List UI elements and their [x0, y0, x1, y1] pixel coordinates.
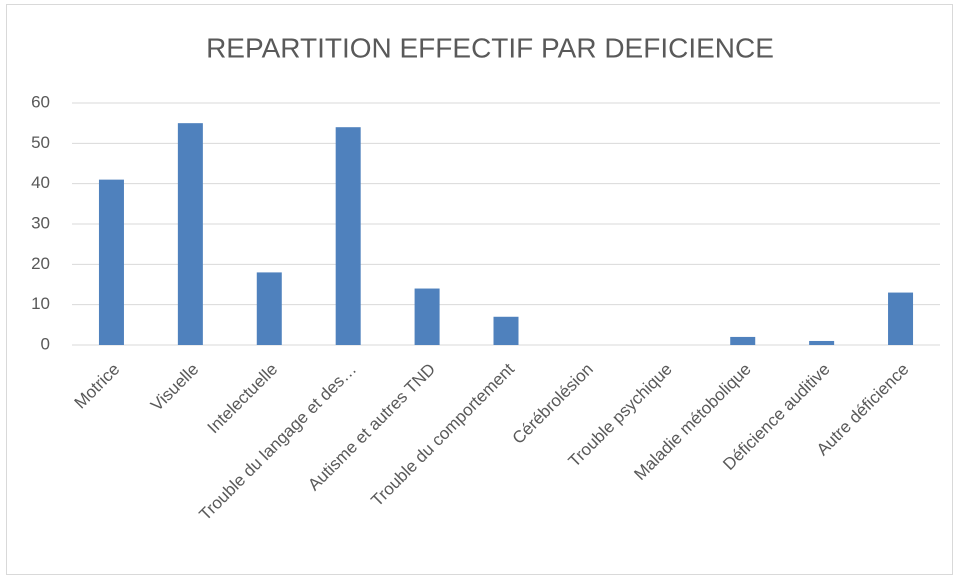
y-tick-label: 40 [31, 173, 50, 192]
bar [335, 127, 361, 345]
chart-title: REPARTITION EFFECTIF PAR DEFICIENCE [206, 32, 774, 63]
y-tick-label: 20 [31, 254, 50, 273]
bar [809, 340, 835, 345]
bar [493, 316, 519, 345]
y-tick-label: 60 [31, 92, 50, 111]
bar [98, 179, 124, 345]
bar [730, 336, 756, 345]
y-tick-label: 50 [31, 133, 50, 152]
bar [256, 272, 282, 345]
y-tick-label: 10 [31, 294, 50, 313]
bar [888, 292, 914, 345]
bar [177, 123, 203, 346]
chart-border [6, 4, 953, 575]
y-tick-label: 30 [31, 213, 50, 232]
y-tick-label: 0 [41, 334, 50, 353]
bar [414, 288, 440, 345]
